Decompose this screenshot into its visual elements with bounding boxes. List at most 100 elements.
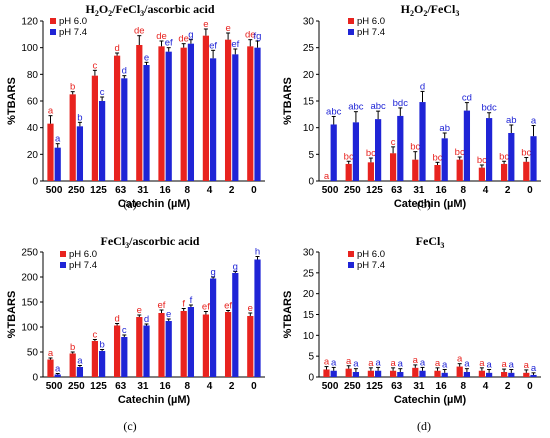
y-tick-label: 15 (303, 310, 315, 321)
bar-ph6 (412, 367, 419, 377)
bar-ph74 (143, 325, 150, 377)
bar-ph74 (76, 126, 84, 181)
bar-ph6 (136, 317, 143, 377)
significance-label: de (156, 31, 167, 42)
x-tick-label: 0 (251, 381, 257, 392)
y-tick-label: 10 (303, 331, 315, 342)
bar-ph74 (232, 273, 239, 377)
y-tick-label: 120 (21, 17, 38, 28)
panel-label: (a) (123, 197, 136, 211)
x-tick-label: 2 (505, 381, 511, 392)
significance-label: a (435, 358, 441, 369)
chart-title-part: 3 (440, 241, 444, 250)
bar-ph6 (456, 366, 463, 377)
significance-label: a (346, 356, 352, 367)
chart-title-part: 2 (423, 9, 427, 18)
chart-title-part: O (99, 2, 108, 16)
significance-label: d (420, 81, 425, 92)
bar-ph6 (91, 341, 98, 377)
y-axis-label: %TBARS (6, 77, 18, 125)
significance-label: a (55, 364, 61, 375)
bar-ph6 (412, 159, 419, 181)
bar-ph74 (54, 374, 61, 377)
significance-label: bc (344, 151, 354, 162)
legend-swatch (348, 18, 354, 24)
bar-ph74 (419, 370, 426, 377)
significance-label: a (524, 360, 530, 371)
panel-label: (d) (417, 419, 431, 433)
bar-ph6 (136, 45, 143, 181)
significance-label: ef (231, 39, 239, 50)
bar-ph6 (202, 314, 209, 377)
legend-label: pH 7.4 (357, 27, 385, 38)
x-tick-label: 8 (185, 185, 191, 196)
bar-ph74 (99, 351, 106, 377)
bar-ph6 (113, 55, 121, 181)
bar-ph74 (508, 133, 515, 181)
significance-label: a (368, 358, 374, 369)
chart-title-part: H (401, 2, 411, 16)
x-tick-label: 4 (483, 185, 489, 196)
significance-label: bc (410, 142, 420, 153)
significance-label: c (122, 325, 127, 336)
x-tick-label: 4 (483, 381, 489, 392)
significance-label: bc (477, 155, 487, 166)
bar-ph6 (69, 353, 76, 377)
x-tick-label: 8 (461, 381, 467, 392)
significance-label: a (531, 116, 537, 127)
x-tick-label: 500 (46, 185, 63, 196)
chart-title-part: O (414, 2, 423, 16)
bar-ph6 (158, 313, 165, 377)
bar-ph74 (76, 367, 84, 377)
significance-label: b (70, 342, 75, 353)
bar-ph74 (232, 54, 239, 182)
y-axis-label: %TBARS (6, 291, 18, 339)
significance-label: ab (506, 115, 517, 126)
bar-ph74 (419, 102, 426, 181)
significance-label: a (324, 171, 330, 182)
x-tick-label: 16 (160, 381, 172, 392)
y-tick-label: 10 (303, 123, 315, 134)
x-tick-label: 125 (90, 381, 107, 392)
x-tick-label: 31 (137, 381, 149, 392)
bar-ph74 (486, 372, 493, 377)
bar-ph74 (441, 138, 448, 181)
chart-title-part: 2 (410, 9, 414, 18)
bar-ph6 (323, 369, 330, 377)
significance-label: c (391, 137, 396, 148)
significance-label: a (48, 106, 54, 117)
x-tick-label: 2 (229, 381, 235, 392)
bar-ph6 (478, 370, 485, 377)
significance-label: abc (370, 101, 386, 112)
significance-label: a (331, 357, 337, 368)
bar-ph6 (180, 311, 187, 377)
legend-label: pH 7.4 (357, 260, 385, 271)
significance-label: de (245, 30, 256, 41)
significance-label: d (114, 43, 119, 54)
x-tick-label: 125 (366, 185, 383, 196)
chart-title-part: /ascorbic acid (128, 234, 200, 248)
significance-label: bc (455, 147, 465, 158)
x-tick-label: 0 (251, 185, 257, 196)
bar-ph6 (345, 163, 352, 181)
y-tick-label: 60 (27, 97, 39, 108)
significance-label: a (48, 348, 54, 359)
x-tick-label: 0 (527, 185, 533, 196)
significance-label: a (413, 355, 419, 366)
legend-label: pH 7.4 (59, 27, 87, 38)
legend-label: pH 6.0 (357, 249, 385, 260)
chart-title-part: 3 (455, 9, 459, 18)
significance-label: f (182, 299, 185, 310)
bar-ph74 (375, 370, 382, 377)
significance-label: bc (366, 148, 376, 159)
x-tick-label: 250 (68, 381, 85, 392)
bar-ph6 (478, 167, 485, 181)
bar-ph74 (54, 147, 61, 181)
significance-label: a (479, 358, 485, 369)
significance-label: a (457, 354, 463, 365)
chart-title-part: FeCl (101, 234, 126, 248)
legend-label: pH 7.4 (69, 260, 97, 271)
chart-title-a: H2O2/FeCl3/ascorbic acid (85, 2, 214, 18)
bar-ph74 (121, 337, 128, 377)
chart-title-part: FeCl (416, 234, 441, 248)
